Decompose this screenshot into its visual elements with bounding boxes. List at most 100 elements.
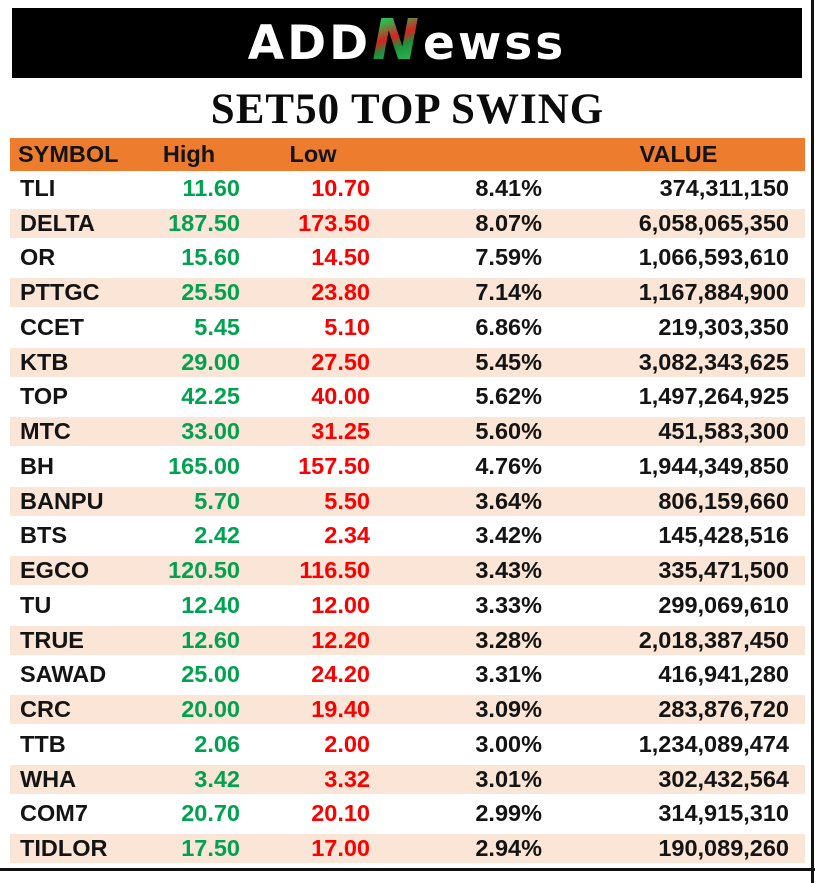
cell-high: 17.50	[181, 835, 240, 862]
table-row: TRUE 12.60 12.20 3.28% 2,018,387,450	[10, 622, 805, 658]
table-row: TIDLOR 17.50 17.00 2.94% 190,089,260	[10, 831, 805, 866]
cell-low: 5.10	[324, 313, 370, 340]
cell-value: 283,876,720	[658, 696, 789, 723]
cell-pct: 3.00%	[475, 730, 542, 757]
logo-part-ewss: ewss	[423, 15, 567, 71]
cell-high: 2.06	[194, 730, 240, 757]
cell-pct: 2.94%	[475, 835, 542, 862]
table-row: SAWAD 25.00 24.20 3.31% 416,941,280	[10, 658, 805, 693]
cell-symbol: TIDLOR	[20, 835, 108, 862]
cell-pct: 3.09%	[475, 696, 542, 723]
table-row: WHA 3.42 3.32 3.01% 302,432,564	[10, 761, 805, 797]
cell-pct: 3.28%	[475, 626, 542, 653]
table-row: DELTA 187.50 173.50 8.07% 6,058,065,350	[10, 205, 805, 241]
cell-value: 374,311,150	[659, 174, 789, 201]
cell-symbol: MTC	[20, 418, 71, 445]
cell-value: 416,941,280	[658, 661, 789, 688]
cell-pct: 7.14%	[475, 279, 542, 306]
cell-pct: 3.31%	[475, 661, 542, 688]
cell-high: 33.00	[181, 418, 240, 445]
cell-low: 20.10	[311, 800, 370, 827]
cell-high: 5.45	[194, 313, 240, 340]
table-row: PTTGC 25.50 23.80 7.14% 1,167,884,900	[10, 275, 805, 310]
cell-high: 165.00	[168, 452, 240, 479]
table-row: BH 165.00 157.50 4.76% 1,944,349,850	[10, 449, 805, 484]
cell-low: 31.25	[311, 418, 370, 445]
header-symbol: SYMBOL	[18, 141, 119, 167]
cell-low: 5.50	[324, 487, 370, 514]
cell-symbol: KTB	[20, 348, 69, 375]
cell-high: 15.60	[181, 244, 240, 271]
cell-symbol: TU	[20, 591, 52, 618]
cell-low: 2.34	[324, 522, 370, 549]
cell-low: 12.00	[311, 591, 370, 618]
cell-pct: 2.99%	[475, 800, 542, 827]
cell-pct: 5.45%	[475, 348, 542, 375]
cell-low: 2.00	[324, 730, 370, 757]
cell-low: 23.80	[311, 279, 370, 306]
cell-low: 116.50	[299, 557, 370, 584]
frame-bottom-border	[0, 868, 815, 871]
cell-value: 1,167,884,900	[638, 279, 789, 306]
cell-low: 40.00	[311, 383, 370, 410]
table-body: TLI 11.60 10.70 8.41% 374,311,150 DELTA …	[10, 171, 805, 866]
cell-symbol: WHA	[20, 765, 77, 792]
cell-high: 25.00	[181, 661, 240, 688]
cell-value: 219,303,350	[658, 313, 789, 340]
cell-value: 299,069,610	[658, 591, 789, 618]
cell-pct: 5.60%	[475, 418, 542, 445]
cell-low: 157.50	[298, 452, 370, 479]
cell-high: 20.00	[181, 696, 240, 723]
cell-value: 1,066,593,610	[638, 244, 789, 271]
cell-symbol: BH	[20, 452, 54, 479]
header-value: VALUE	[639, 141, 718, 167]
table-row: TLI 11.60 10.70 8.41% 374,311,150	[10, 171, 805, 206]
cell-value: 302,432,564	[658, 765, 789, 792]
cell-pct: 8.41%	[475, 174, 542, 201]
cell-low: 17.00	[311, 835, 370, 862]
cell-pct: 7.59%	[475, 244, 542, 271]
cell-value: 1,944,349,850	[638, 452, 789, 479]
cell-symbol: BTS	[20, 522, 67, 549]
cell-symbol: EGCO	[20, 557, 90, 584]
cell-high: 29.00	[181, 348, 240, 375]
cell-symbol: CRC	[20, 696, 71, 723]
frame-right-border	[811, 0, 814, 883]
cell-value: 314,915,310	[658, 800, 789, 827]
cell-high: 12.60	[181, 626, 240, 653]
cell-value: 190,089,260	[658, 835, 789, 862]
cell-symbol: OR	[20, 244, 56, 271]
table-row: BANPU 5.70 5.50 3.64% 806,159,660	[10, 483, 805, 519]
table-row: CCET 5.45 5.10 6.86% 219,303,350	[10, 310, 805, 345]
cell-pct: 8.07%	[475, 209, 542, 236]
cell-value: 806,159,660	[658, 487, 789, 514]
cell-value: 2,018,387,450	[638, 626, 789, 653]
cell-value: 335,471,500	[658, 557, 789, 584]
cell-symbol: PTTGC	[20, 279, 100, 306]
cell-low: 3.32	[324, 765, 370, 792]
cell-pct: 3.33%	[475, 591, 542, 618]
cell-value: 6,058,065,350	[638, 209, 789, 236]
cell-low: 14.50	[311, 244, 370, 271]
cell-pct: 3.64%	[475, 487, 542, 514]
cell-low: 24.20	[311, 661, 370, 688]
cell-symbol: TRUE	[20, 626, 84, 653]
swing-table: SYMBOL High Low VALUE TLI 11.60 10.70 8.…	[10, 138, 805, 866]
logo-n-icon: N	[372, 8, 423, 73]
table-row: COM7 20.70 20.10 2.99% 314,915,310	[10, 797, 805, 832]
table-row: MTC 33.00 31.25 5.60% 451,583,300	[10, 414, 805, 449]
table-row: TU 12.40 12.00 3.33% 299,069,610	[10, 588, 805, 623]
cell-high: 3.42	[194, 765, 240, 792]
cell-high: 25.50	[181, 279, 240, 306]
cell-low: 173.50	[298, 209, 370, 236]
cell-symbol: TTB	[20, 730, 66, 757]
cell-pct: 3.01%	[475, 765, 542, 792]
cell-value: 1,497,264,925	[638, 383, 789, 410]
cell-high: 12.40	[181, 591, 240, 618]
cell-symbol: BANPU	[20, 487, 104, 514]
page-title: SET50 TOP SWING	[210, 85, 605, 133]
cell-high: 5.70	[194, 487, 240, 514]
cell-low: 10.70	[311, 174, 370, 201]
